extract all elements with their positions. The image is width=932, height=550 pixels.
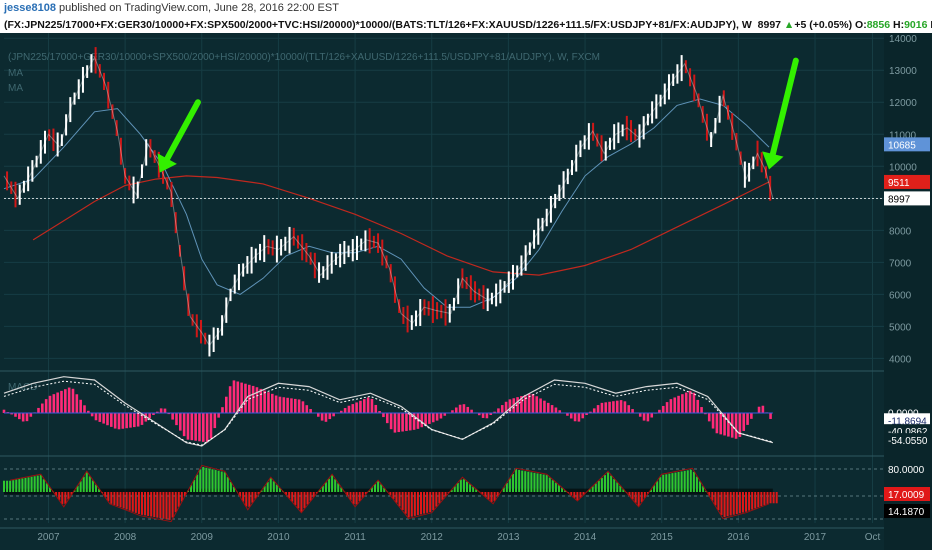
price-tag: [884, 137, 930, 152]
macd-tag: [884, 433, 930, 447]
y-tick-label: 7000: [889, 258, 912, 269]
x-tick-label: 2012: [421, 532, 444, 543]
publish-header: jesse8108 published on TradingView.com, …: [0, 0, 932, 17]
x-tick-label: Oct: [865, 532, 881, 543]
price-tag-label: 8997: [888, 194, 911, 205]
macd-signal-line: [3, 380, 774, 446]
ma-long-legend[interactable]: MA: [8, 83, 23, 94]
change-up-icon: ▲: [783, 19, 795, 31]
macd-tag-label: -11.8694: [888, 416, 927, 427]
x-tick-label: 2008: [114, 532, 137, 543]
green-arrow-icon: [164, 99, 201, 162]
price-axis-background: [884, 33, 932, 550]
high-value: 9016: [904, 19, 928, 31]
open-value: 8856: [866, 19, 891, 31]
x-tick-label: 2011: [344, 532, 366, 543]
x-tick-label: 2014: [574, 532, 597, 543]
osc-tag-label: 80.0000: [888, 465, 925, 476]
symbol-line: (FX:JPN225/17000+FX:GER30/10000+FX:SPX50…: [0, 17, 932, 33]
osc-tag-label: 17.0009: [888, 490, 925, 501]
y-tick-label: 13000: [889, 66, 917, 77]
price-line: [3, 56, 774, 347]
x-tick-label: 2009: [191, 532, 214, 543]
osc-tag: [884, 504, 930, 518]
osc-center-band: [4, 488, 773, 495]
x-tick-label: 2013: [497, 532, 520, 543]
osc-tag-label: 14.1870: [888, 507, 925, 518]
y-tick-label: 14000: [889, 34, 917, 45]
osc-tag: [884, 487, 930, 501]
grid: [0, 33, 884, 529]
low-label: L:: [930, 19, 932, 31]
macd-tag: [884, 413, 930, 427]
last-price: 8997: [757, 19, 781, 31]
y-tick-label: 5000: [889, 322, 912, 333]
macd-pane[interactable]: [2, 376, 774, 447]
x-tick-label: 2015: [651, 532, 674, 543]
chart-background: [0, 33, 932, 550]
symbol-watermark: (JPN225/17000+GER30/10000+SPX500/2000+HS…: [8, 52, 600, 63]
x-tick-label: 2010: [267, 532, 290, 543]
macd-tag-label: -40.0862: [888, 427, 928, 438]
price-tag-label: 9511: [888, 178, 910, 189]
axes: 1400013000120001100010000900080007000600…: [37, 34, 930, 543]
green-arrowhead-icon: [762, 151, 784, 170]
price-change: +5 (+0.05%): [794, 19, 853, 31]
macd-legend[interactable]: MACD: [8, 382, 37, 393]
open-label: O:: [855, 19, 867, 31]
y-tick-label: 8000: [889, 226, 912, 237]
osc-line: [10, 464, 770, 523]
ma-short-legend[interactable]: MA: [8, 68, 23, 79]
x-tick-label: 2016: [727, 532, 750, 543]
symbol-formula[interactable]: (FX:JPN225/17000+FX:GER30/10000+FX:SPX50…: [4, 19, 752, 31]
publish-info: published on TradingView.com, June 28, 2…: [56, 2, 339, 14]
author-link[interactable]: jesse8108: [4, 2, 56, 14]
x-tick-label: 2017: [804, 532, 827, 543]
main-pane[interactable]: [3, 47, 884, 357]
price-tag: [884, 191, 930, 206]
y-tick-label: 12000: [889, 98, 917, 109]
y-tick-label: 10000: [889, 162, 917, 173]
price-tag-label: 10685: [888, 140, 916, 151]
high-label: H:: [893, 19, 905, 31]
y-tick-label: 11000: [889, 130, 917, 141]
ma-short-line: [3, 98, 770, 308]
price-tag: [884, 174, 930, 189]
x-tick-label: 2007: [37, 532, 60, 543]
price-chart[interactable]: (JPN225/17000+GER30/10000+SPX500/2000+HS…: [0, 33, 932, 550]
ma-long-line: [32, 175, 770, 276]
y-tick-label: 4000: [889, 354, 912, 365]
oscillator-pane[interactable]: [3, 464, 884, 523]
macd-tag-label: -54.0550: [888, 436, 928, 447]
macd-line: [3, 376, 774, 447]
y-tick-label: 6000: [889, 290, 912, 301]
green-arrow-icon: [769, 57, 799, 157]
green-arrowhead-icon: [157, 153, 177, 173]
